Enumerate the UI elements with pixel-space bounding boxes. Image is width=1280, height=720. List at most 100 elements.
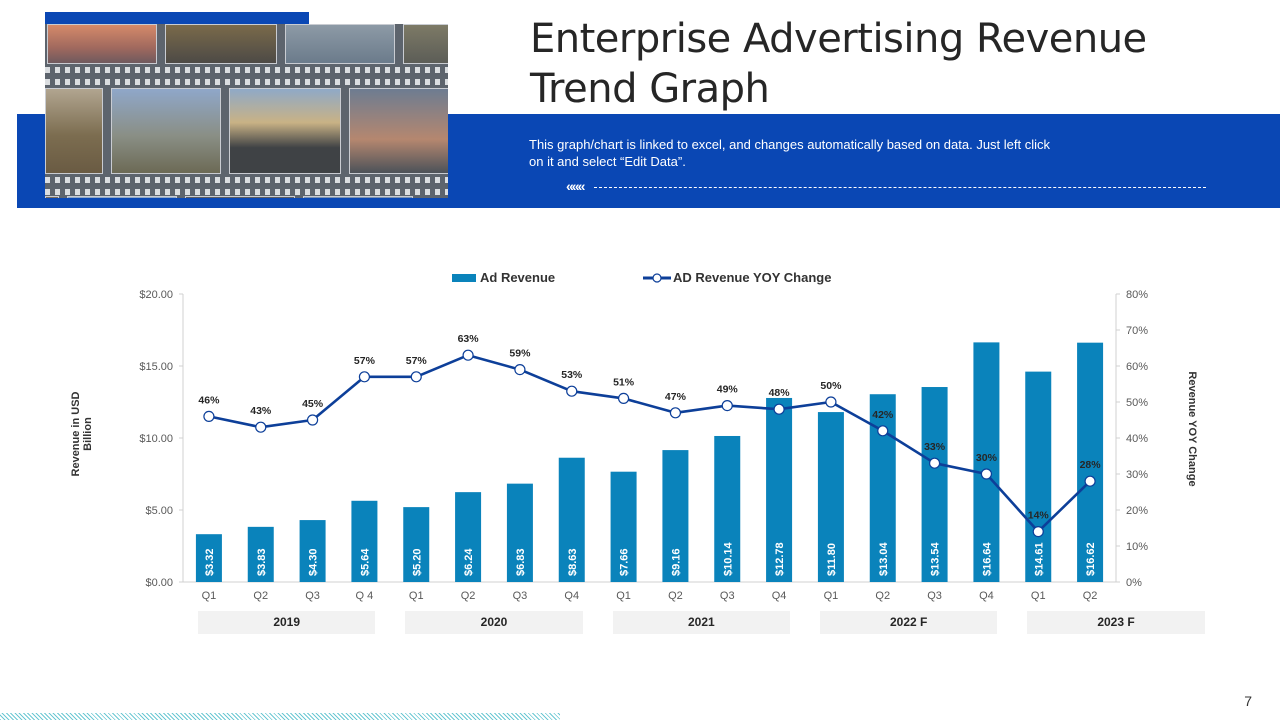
y-tick-label: $10.00 — [139, 433, 173, 445]
bar — [1077, 342, 1104, 582]
y-tick-label: $5.00 — [145, 505, 173, 517]
year-group-label: 2020 — [405, 611, 583, 634]
yoy-data-label: 51% — [613, 376, 635, 388]
y2-tick-label: 80% — [1126, 289, 1148, 301]
x-tick-label: Q1 — [409, 590, 424, 602]
x-tick-label: Q4 — [772, 590, 787, 602]
yoy-data-label: 49% — [717, 384, 739, 396]
y-tick-label: $0.00 — [145, 577, 173, 589]
x-tick-label: Q1 — [1031, 590, 1046, 602]
yoy-point — [928, 457, 941, 469]
x-tick-label: Q2 — [668, 590, 683, 602]
y2-tick-label: 40% — [1126, 433, 1148, 445]
y2-tick-label: 20% — [1126, 505, 1148, 517]
yoy-point — [410, 371, 422, 383]
yoy-line — [208, 353, 1091, 533]
x-tick-label: Q4 — [979, 590, 994, 602]
bar — [403, 507, 430, 582]
yoy-data-label: 63% — [458, 333, 480, 345]
y2-tick-label: 0% — [1126, 577, 1142, 589]
x-tick-label: Q3 — [305, 590, 320, 602]
yoy-point — [358, 371, 371, 383]
x-tick-label: Q3 — [927, 590, 942, 602]
yoy-data-label: 33% — [924, 441, 946, 453]
yoy-data-label: 42% — [872, 409, 894, 421]
x-tick-label: Q 4 — [356, 590, 374, 602]
y2-tick-label: 60% — [1126, 361, 1148, 373]
bar-data-label: $13.54 — [930, 541, 942, 576]
legend-item-yoy-change: AD Revenue YOY Change — [643, 270, 831, 285]
yoy-data-label: 45% — [302, 398, 324, 410]
bar-data-label: $10.14 — [722, 541, 734, 576]
yoy-data-label: 28% — [1080, 459, 1102, 471]
bar-data-label: $3.83 — [256, 548, 268, 576]
bar — [558, 457, 585, 582]
yoy-point — [825, 396, 837, 408]
subtitle-line-2: on it and select “Edit Data”. — [529, 154, 686, 169]
yoy-point — [721, 400, 733, 412]
bar-data-label: $6.24 — [463, 548, 475, 576]
yoy-data-label: 57% — [354, 355, 376, 367]
bar-data-label: $8.63 — [567, 548, 579, 576]
page-title: Enterprise Advertising Revenue Trend Gra… — [530, 14, 1250, 114]
yoy-data-label: 30% — [976, 452, 998, 464]
yoy-data-label: 46% — [198, 394, 220, 406]
yoy-data-label: 50% — [820, 380, 842, 392]
x-tick-label: Q2 — [253, 590, 268, 602]
x-tick-label: Q1 — [202, 590, 217, 602]
yoy-data-label: 14% — [1028, 510, 1050, 522]
y2-tick-label: 30% — [1126, 469, 1148, 481]
bar — [817, 412, 844, 582]
yoy-data-label: 43% — [250, 405, 272, 417]
legend-label: Ad Revenue — [480, 270, 556, 285]
bar-data-label: $9.16 — [670, 548, 682, 576]
yoy-point — [773, 403, 785, 415]
legend-swatch-line — [643, 272, 671, 283]
film-strip-photo-icon — [45, 24, 448, 198]
bar-data-label: $4.30 — [308, 548, 320, 576]
yoy-data-label: 59% — [509, 348, 531, 360]
yoy-point — [617, 392, 630, 404]
bar — [195, 534, 222, 582]
page-number: 7 — [1244, 693, 1252, 709]
x-tick-label: Q3 — [720, 590, 735, 602]
bar — [766, 397, 793, 582]
x-tick-label: Q3 — [513, 590, 528, 602]
header-accent-bar — [45, 12, 309, 24]
x-tick-label: Q2 — [1083, 590, 1098, 602]
bar-data-label: $14.61 — [1033, 542, 1045, 576]
bar-data-label: $11.80 — [826, 543, 838, 576]
bar-data-label: $3.32 — [204, 548, 216, 576]
year-group-label: 2021 — [612, 611, 790, 634]
bar — [351, 500, 378, 582]
y-tick-label: $15.00 — [139, 361, 173, 373]
y-tick-label: $20.00 — [139, 289, 173, 301]
dashed-divider — [594, 187, 1206, 188]
subtitle-text: This graph/chart is linked to excel, and… — [529, 136, 1129, 170]
bar-data-label: $16.64 — [981, 541, 993, 576]
footer-decor-strip — [0, 713, 560, 720]
bar — [973, 342, 1000, 582]
bar — [247, 526, 274, 582]
bar — [921, 387, 948, 582]
bar-data-label: $5.20 — [411, 548, 423, 576]
yoy-point — [255, 421, 267, 433]
bar-data-label: $5.64 — [359, 548, 371, 576]
bar-data-label: $16.62 — [1085, 542, 1097, 576]
yoy-point — [1032, 525, 1044, 538]
subtitle-line-1: This graph/chart is linked to excel, and… — [529, 137, 1051, 152]
bar — [506, 483, 533, 582]
bar-data-label: $6.83 — [515, 548, 527, 576]
bar — [299, 520, 326, 582]
x-tick-label: Q2 — [875, 590, 890, 602]
bar-data-label: $12.78 — [774, 542, 786, 576]
bar — [662, 450, 689, 582]
bar — [455, 492, 482, 582]
x-tick-label: Q1 — [616, 590, 631, 602]
yoy-point — [877, 425, 889, 437]
y2-tick-label: 50% — [1126, 397, 1148, 409]
yoy-data-label: 48% — [769, 387, 791, 399]
x-tick-label: Q4 — [564, 590, 579, 602]
yoy-point — [566, 385, 578, 397]
